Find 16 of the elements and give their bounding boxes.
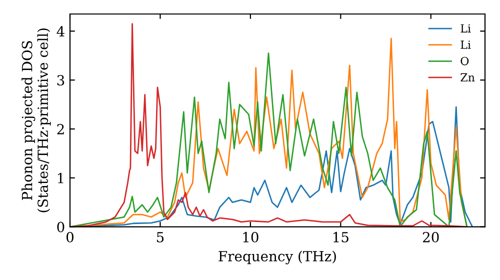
legend-label: O [460,56,469,66]
x-axis-title: Frequency (THz) [218,250,336,264]
x-tick-label: 10 [243,232,258,242]
x-tick-label: 20 [422,232,439,242]
y-tick-label: 4 [56,26,64,36]
y-tick-label: 1 [58,172,64,184]
legend-label: Li [460,40,471,49]
y-tick-label: 3 [57,75,64,86]
x-tick-label: 15 [334,232,348,242]
legend-label: Zn [460,73,475,82]
x-tick-label: 0 [66,232,74,242]
legend-label: Li [460,24,471,32]
y-tick-label: 0 [57,222,64,232]
y-tick-label: 2 [57,124,64,134]
y-axis-title: Phonon projected DOS (States/THz·primitive cell) [22,28,51,212]
x-tick-label: 5 [156,232,164,242]
